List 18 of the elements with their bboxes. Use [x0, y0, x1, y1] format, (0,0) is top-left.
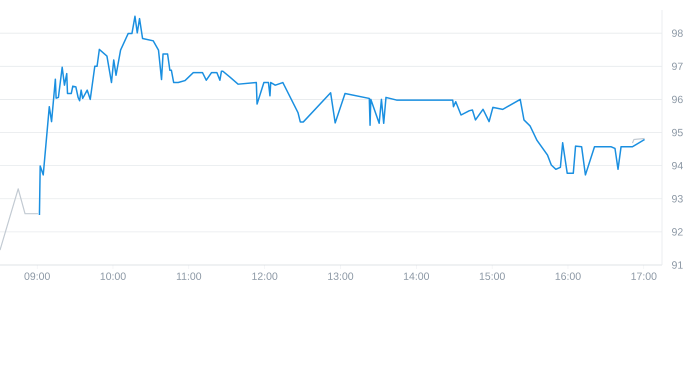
x-tick-label: 12:00 — [252, 272, 278, 280]
x-tick-label: 17:00 — [631, 272, 657, 280]
x-tick-label: 15:00 — [480, 272, 505, 280]
y-tick-label: 97 — [672, 62, 683, 70]
y-tick-label: 94 — [672, 162, 683, 170]
line-series — [38, 16, 646, 216]
y-tick-label: 93 — [672, 195, 683, 202]
y-tick-label: 92 — [672, 228, 683, 236]
x-tick-label: 11:00 — [176, 272, 202, 280]
x-tick-label: 16:00 — [556, 272, 581, 280]
x-tick-label: 13:00 — [328, 272, 354, 280]
x-tick-label: 09:00 — [24, 272, 50, 280]
y-tick-label: 96 — [672, 96, 683, 104]
x-tick-label: 10:00 — [100, 272, 126, 280]
x-tick-label: 14:00 — [404, 272, 430, 280]
y-tick-label: 98 — [672, 29, 683, 37]
y-tick-label: 95 — [672, 128, 683, 136]
y-tick-label: 91 — [672, 261, 683, 269]
